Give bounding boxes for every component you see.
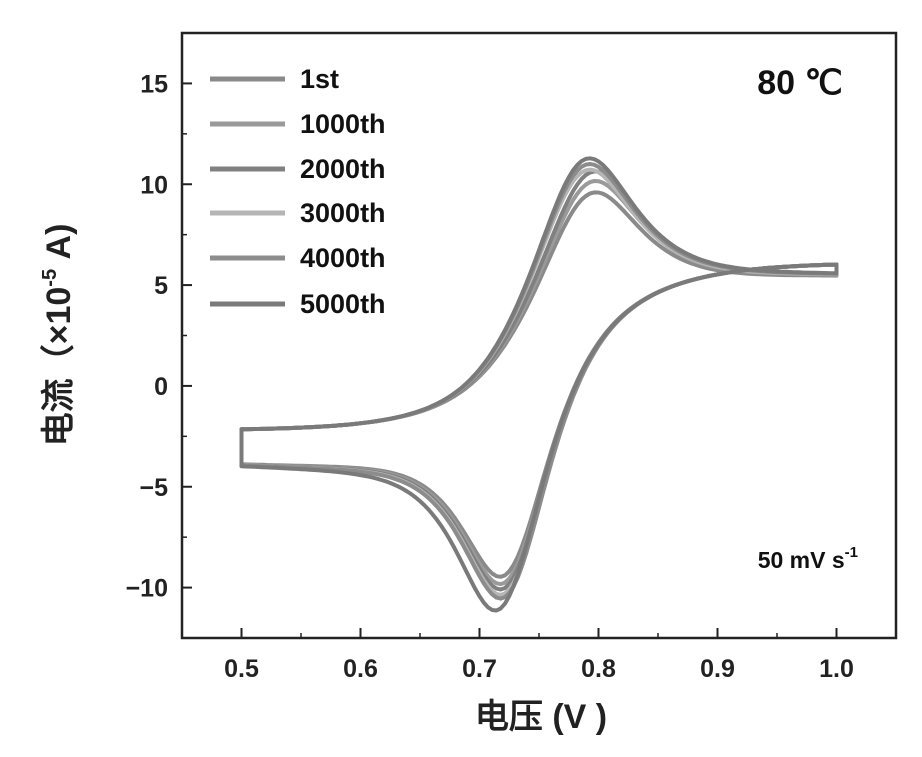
y-tick-label: 15 xyxy=(140,70,168,98)
x-tick-label: 0.7 xyxy=(462,655,497,683)
legend-label: 3000th xyxy=(300,198,386,228)
y-axis-label-main: 电流（×10 xyxy=(39,287,78,447)
ticks-layer: 0.5 0.6 0.7 0.8 0.9 1.0 15 10 5 0 −5 −10 xyxy=(126,32,854,683)
legend-label: 1000th xyxy=(300,109,386,139)
cv-curve-4000th xyxy=(239,162,839,601)
cv-curve-3000th xyxy=(239,167,839,597)
x-tick-label: 0.6 xyxy=(343,655,378,683)
cv-curve-2000th xyxy=(239,169,839,592)
x-axis-label: 电压 (V ) xyxy=(475,698,607,736)
y-tick-label: −10 xyxy=(126,575,168,603)
legend: 1st 1000th 2000th 3000th 4000th 5000th xyxy=(210,64,386,319)
scan-rate-exponent: -1 xyxy=(845,544,858,561)
cv-curve-1000th xyxy=(239,179,839,587)
y-axis-label-unit: A) xyxy=(40,224,78,269)
y-tick-label: 10 xyxy=(140,171,168,199)
scan-rate-annotation: 50 mV s-1 xyxy=(758,544,858,573)
x-tick-label: 1.0 xyxy=(819,655,854,683)
legend-label: 4000th xyxy=(300,243,386,273)
y-tick-label: −5 xyxy=(139,474,168,502)
scan-rate-main: 50 mV s xyxy=(758,547,845,573)
y-axis-label: 电流（×10-5 A) xyxy=(39,224,78,447)
temperature-annotation: 80 ℃ xyxy=(757,64,842,102)
x-tick-label: 0.5 xyxy=(224,655,259,683)
y-axis-label-exponent: -5 xyxy=(39,269,61,287)
cv-curve-5000th xyxy=(239,156,839,613)
legend-label: 5000th xyxy=(300,289,386,319)
y-tick-label: 5 xyxy=(154,272,168,300)
x-tick-label: 0.8 xyxy=(581,655,616,683)
x-tick-label: 0.9 xyxy=(700,655,735,683)
legend-label: 2000th xyxy=(300,154,386,184)
curves-layer xyxy=(239,156,839,613)
legend-label: 1st xyxy=(300,64,339,94)
y-tick-label: 0 xyxy=(154,373,168,401)
